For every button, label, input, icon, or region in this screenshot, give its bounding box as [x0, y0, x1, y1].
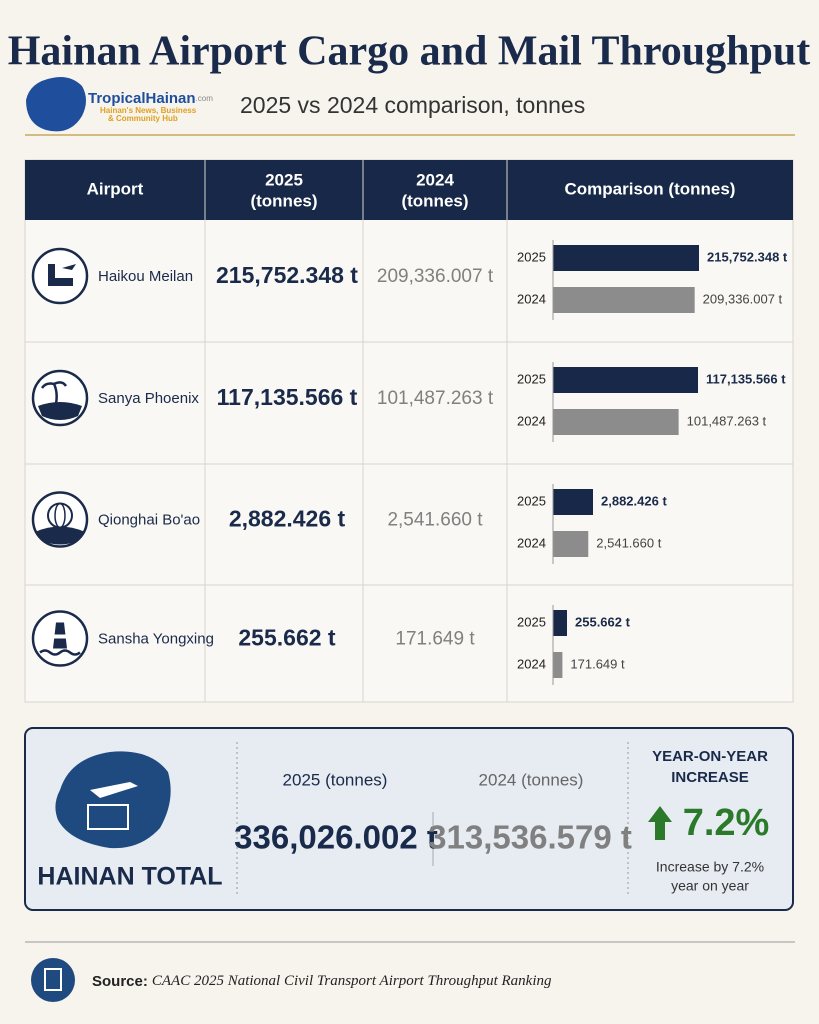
column-header: Comparison (tonnes): [565, 179, 736, 198]
bar-year: 2025: [517, 371, 546, 386]
value-2025: 117,135.566 t: [217, 384, 358, 410]
subtitle: 2025 vs 2024 comparison, tonnes: [240, 92, 585, 118]
column-header: (tonnes): [250, 191, 317, 210]
airport-icon: [31, 247, 89, 305]
cargo-icon: [87, 804, 129, 830]
source-icon: [31, 958, 75, 1002]
bar: [553, 367, 698, 393]
tower: [48, 264, 55, 286]
column-header: Airport: [87, 179, 144, 198]
hainan-map: [55, 751, 171, 849]
logo-domain: .com: [196, 94, 214, 103]
bar: [553, 287, 695, 313]
value-2025: 215,752.348 t: [216, 262, 358, 288]
sea: [38, 402, 82, 420]
total-box: [24, 727, 794, 911]
yoy-value: 7.2%: [683, 802, 770, 844]
logo-name-text: TropicalHainan: [88, 90, 196, 107]
total-2024-value: 313,536.579 t: [428, 819, 632, 856]
total-2025-label: 2025 (tonnes): [283, 770, 388, 789]
table-header: [25, 160, 793, 220]
bar: [553, 409, 679, 435]
column-header: (tonnes): [401, 191, 468, 210]
bar-label: 215,752.348 t: [707, 249, 788, 264]
bar: [553, 245, 699, 271]
bar-label: 255.662 t: [575, 614, 631, 629]
yoy-note: year on year: [671, 878, 749, 894]
wave: [36, 526, 84, 545]
stripe: [54, 634, 66, 639]
bar-year: 2025: [517, 249, 546, 264]
bar-label: 171.649 t: [570, 656, 625, 671]
palm: [40, 381, 68, 405]
value-2025: 2,882.426 t: [229, 506, 346, 532]
value-2024: 2,541.660 t: [387, 510, 483, 531]
source-text: CAAC 2025 National Civil Transport Airpo…: [152, 973, 552, 989]
document-icon: [44, 968, 62, 991]
bar-year: 2024: [517, 413, 546, 428]
airport-name: Sansha Yongxing: [98, 630, 214, 647]
yoy-note: Increase by 7.2%: [656, 859, 764, 875]
logo-tagline: Hainan's News, Business: [100, 106, 197, 115]
total-title: HAINAN TOTAL: [37, 863, 222, 891]
bar-year: 2024: [517, 656, 546, 671]
bar: [553, 531, 589, 557]
total-2024-label: 2024 (tonnes): [479, 770, 584, 789]
source-label: Source:: [92, 973, 148, 990]
bar: [553, 610, 567, 636]
logo-map: [26, 77, 86, 132]
column-header: 2024: [416, 170, 454, 189]
value-2024: 209,336.007 t: [377, 266, 494, 287]
plane: [62, 264, 76, 270]
logo-name: TropicalHainan.com: [88, 90, 213, 107]
bar-label: 2,882.426 t: [601, 493, 667, 508]
bar-label: 209,336.007 t: [703, 291, 783, 306]
yoy-title: INCREASE: [671, 769, 749, 786]
title: Hainan Airport Cargo and Mail Throughput: [8, 29, 810, 75]
bar-year: 2024: [517, 291, 546, 306]
bar-year: 2025: [517, 614, 546, 629]
value-2024: 171.649 t: [395, 629, 475, 650]
airport-name: Haikou Meilan: [98, 268, 193, 285]
bar: [553, 489, 593, 515]
value-2025: 255.662 t: [238, 625, 336, 651]
bar-year: 2024: [517, 535, 546, 550]
bar-year: 2025: [517, 493, 546, 508]
value-2024: 101,487.263 t: [377, 388, 494, 409]
plane-icon: [90, 782, 138, 798]
bar-label: 101,487.263 t: [687, 413, 767, 428]
airport-name: Qionghai Bo'ao: [98, 511, 200, 528]
yoy-title: YEAR-ON-YEAR: [652, 748, 768, 765]
source: Source: CAAC 2025 National Civil Transpor…: [92, 973, 552, 990]
terminal: [55, 278, 73, 286]
wave: [39, 649, 81, 656]
total-2025-value: 336,026.002 t: [234, 819, 438, 856]
bar-label: 2,541.660 t: [596, 535, 661, 550]
bar: [553, 652, 563, 678]
logo-tagline: & Community Hub: [108, 114, 178, 123]
up-arrow: [648, 806, 672, 840]
column-header: 2025: [265, 170, 303, 189]
bar-label: 117,135.566 t: [706, 371, 786, 386]
airport-name: Sanya Phoenix: [98, 390, 199, 407]
